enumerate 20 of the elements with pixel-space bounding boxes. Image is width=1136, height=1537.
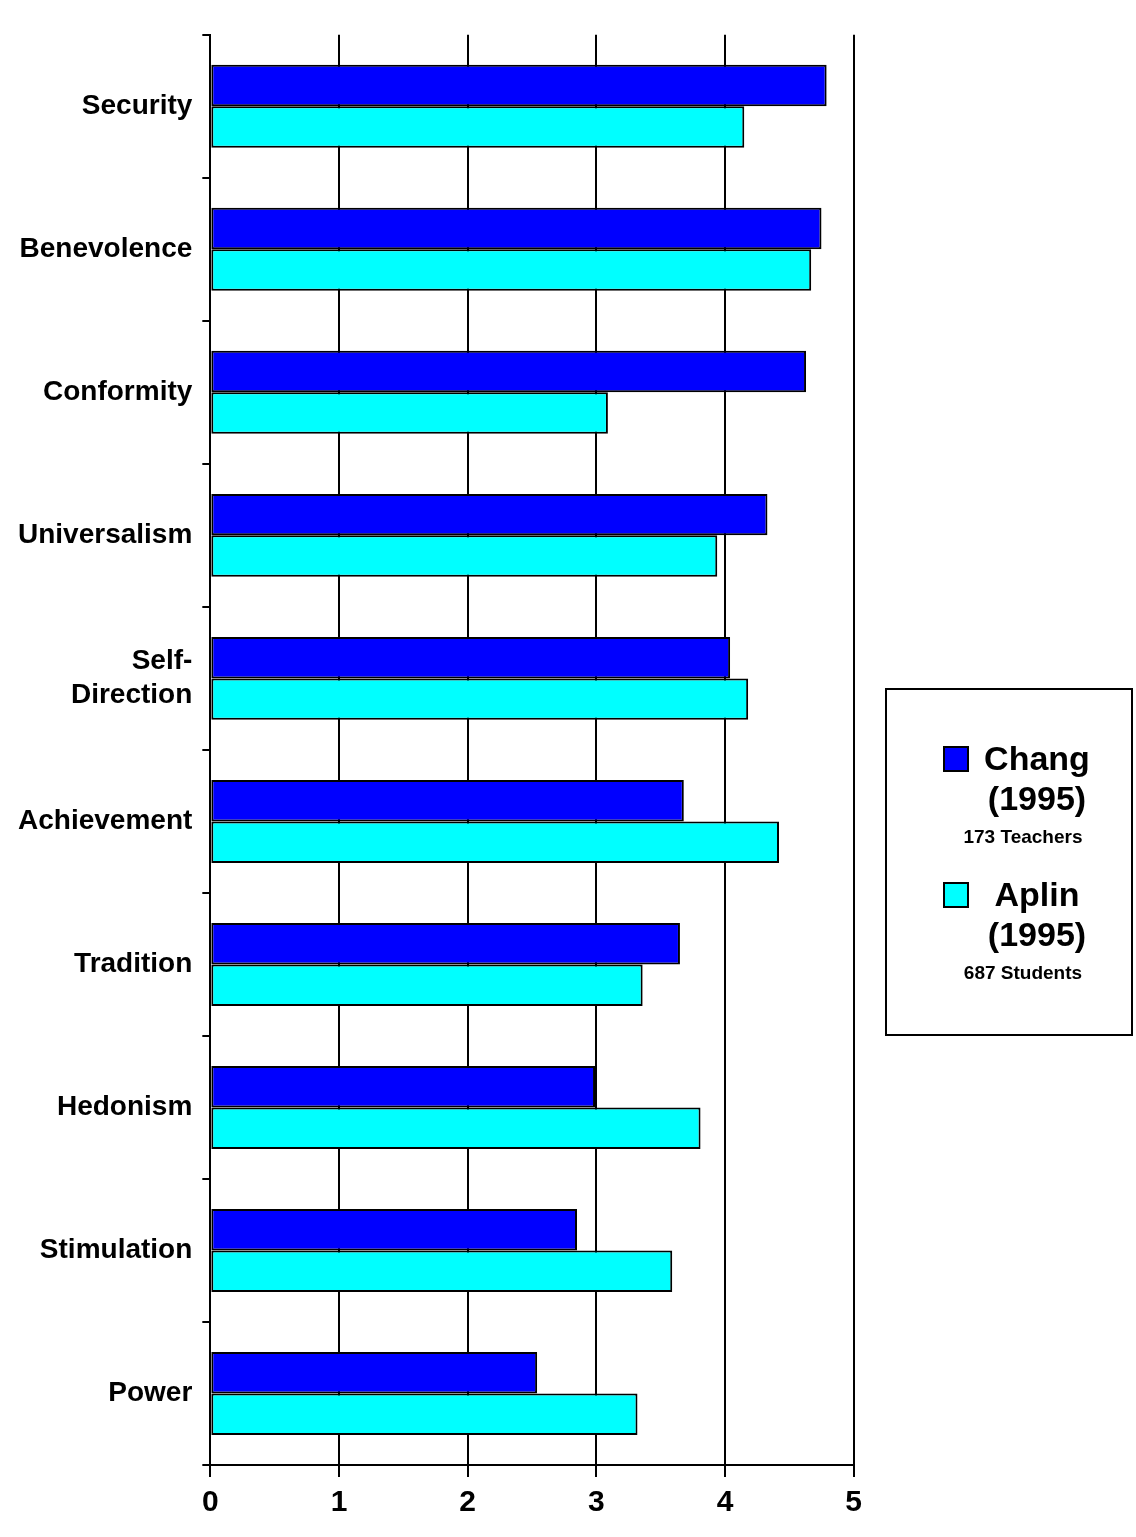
- y-tick-label: Achievement: [18, 804, 193, 836]
- y-tick-label: Self-Direction: [70, 644, 193, 709]
- legend-label: Chang (1995): [983, 738, 1091, 818]
- x-tick-label: 2: [459, 1484, 476, 1518]
- y-tick-label: Power: [108, 1376, 193, 1408]
- y-tick-label: Tradition: [74, 947, 193, 979]
- x-tick-label: 3: [587, 1484, 605, 1518]
- x-tick-label: 4: [716, 1484, 734, 1518]
- text: 687 Students: [962, 962, 1084, 984]
- x-tick-label: 1: [330, 1484, 348, 1518]
- y-tick-label: Conformity: [42, 375, 193, 407]
- y-tick-label: Hedonism: [56, 1090, 193, 1122]
- x-tick-label: 0: [201, 1484, 219, 1518]
- x-tick-label: 5: [845, 1484, 862, 1518]
- y-tick-label: Security: [81, 89, 193, 121]
- y-tick-label: Universalism: [17, 518, 193, 550]
- legend-label: Aplin (1995): [986, 874, 1088, 954]
- y-tick-label: Benevolence: [19, 232, 193, 264]
- text: 173 Teachers: [962, 826, 1084, 848]
- y-tick-label: Stimulation: [39, 1233, 193, 1265]
